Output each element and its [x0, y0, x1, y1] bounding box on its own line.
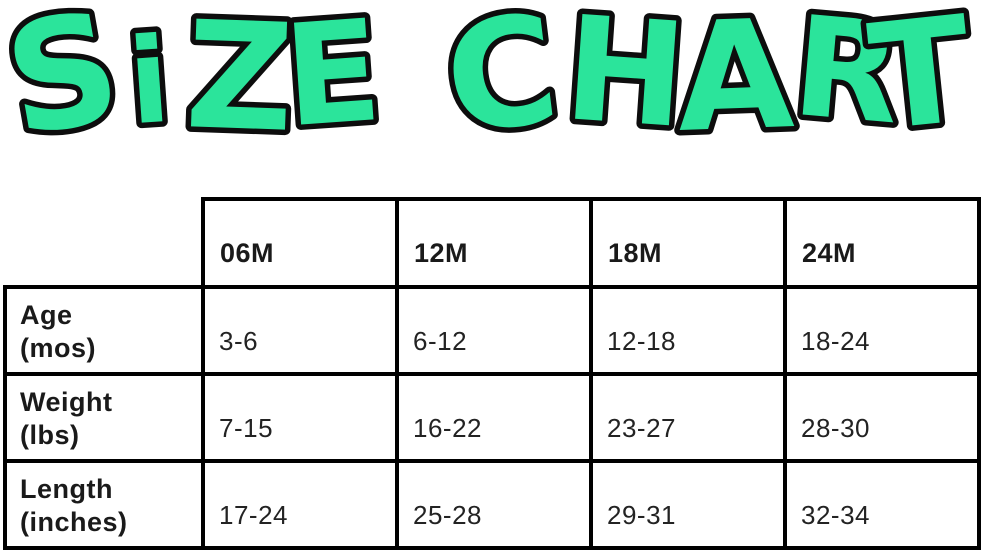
- size-value-cell: 12-18: [589, 285, 787, 376]
- table-body: Age (mos) 3-6 6-12 12-18 18-24 Weight (lbs) 7-15…: [3, 285, 981, 550]
- size-value-cell: 7-15: [201, 372, 399, 463]
- title-letter-t: T: [862, 0, 979, 164]
- row-label-weight: Weight (lbs): [3, 372, 205, 463]
- size-value-cell: 16-22: [395, 372, 593, 463]
- size-value-cell: 6-12: [395, 285, 593, 376]
- size-value-cell: 28-30: [783, 372, 981, 463]
- table-header-row: 06M 12M 18M 24M: [5, 197, 981, 289]
- title-letter-s: S: [0, 0, 132, 171]
- title-letter-r: R: [787, 0, 907, 156]
- title-letter-i: i: [124, 11, 174, 151]
- size-value-cell: 29-31: [589, 459, 787, 550]
- column-header-06m: 06M: [201, 197, 399, 289]
- column-header-18m: 18M: [589, 197, 787, 289]
- title-letter-e: E: [279, 0, 386, 159]
- row-label-age: Age (mos): [3, 285, 205, 376]
- title-letter-a: A: [674, 0, 796, 166]
- size-value-cell: 18-24: [783, 285, 981, 376]
- row-label-unit: (lbs): [20, 419, 80, 450]
- table-row-length: Length (inches) 17-24 25-28 29-31 32-34: [3, 459, 981, 550]
- row-label-text: Weight: [20, 386, 113, 417]
- table-row-age: Age (mos) 3-6 6-12 12-18 18-24: [3, 285, 981, 376]
- row-label-unit: (mos): [20, 332, 96, 363]
- size-value-cell: 32-34: [783, 459, 981, 550]
- title-letter-z: Z: [183, 0, 296, 165]
- row-label-text: Length: [20, 473, 113, 504]
- column-header-24m: 24M: [783, 197, 981, 289]
- title-letter-c: C: [437, 0, 567, 168]
- row-label-length: Length (inches): [3, 459, 205, 550]
- title-letter-h: H: [560, 0, 692, 160]
- row-label-text: Age: [20, 299, 73, 330]
- table-corner-cell: [5, 199, 205, 289]
- header-row: 06M 12M 18M 24M: [5, 197, 981, 289]
- size-value-cell: 3-6: [201, 285, 399, 376]
- column-header-12m: 12M: [395, 197, 593, 289]
- size-value-cell: 17-24: [201, 459, 399, 550]
- size-chart-table: 06M 12M 18M 24M Age (mos) 3-6 6-12 12-18 18-24 We…: [3, 197, 981, 550]
- size-value-cell: 23-27: [589, 372, 787, 463]
- size-value-cell: 25-28: [395, 459, 593, 550]
- table-row-weight: Weight (lbs) 7-15 16-22 23-27 28-30: [3, 372, 981, 463]
- row-label-unit: (inches): [20, 506, 128, 537]
